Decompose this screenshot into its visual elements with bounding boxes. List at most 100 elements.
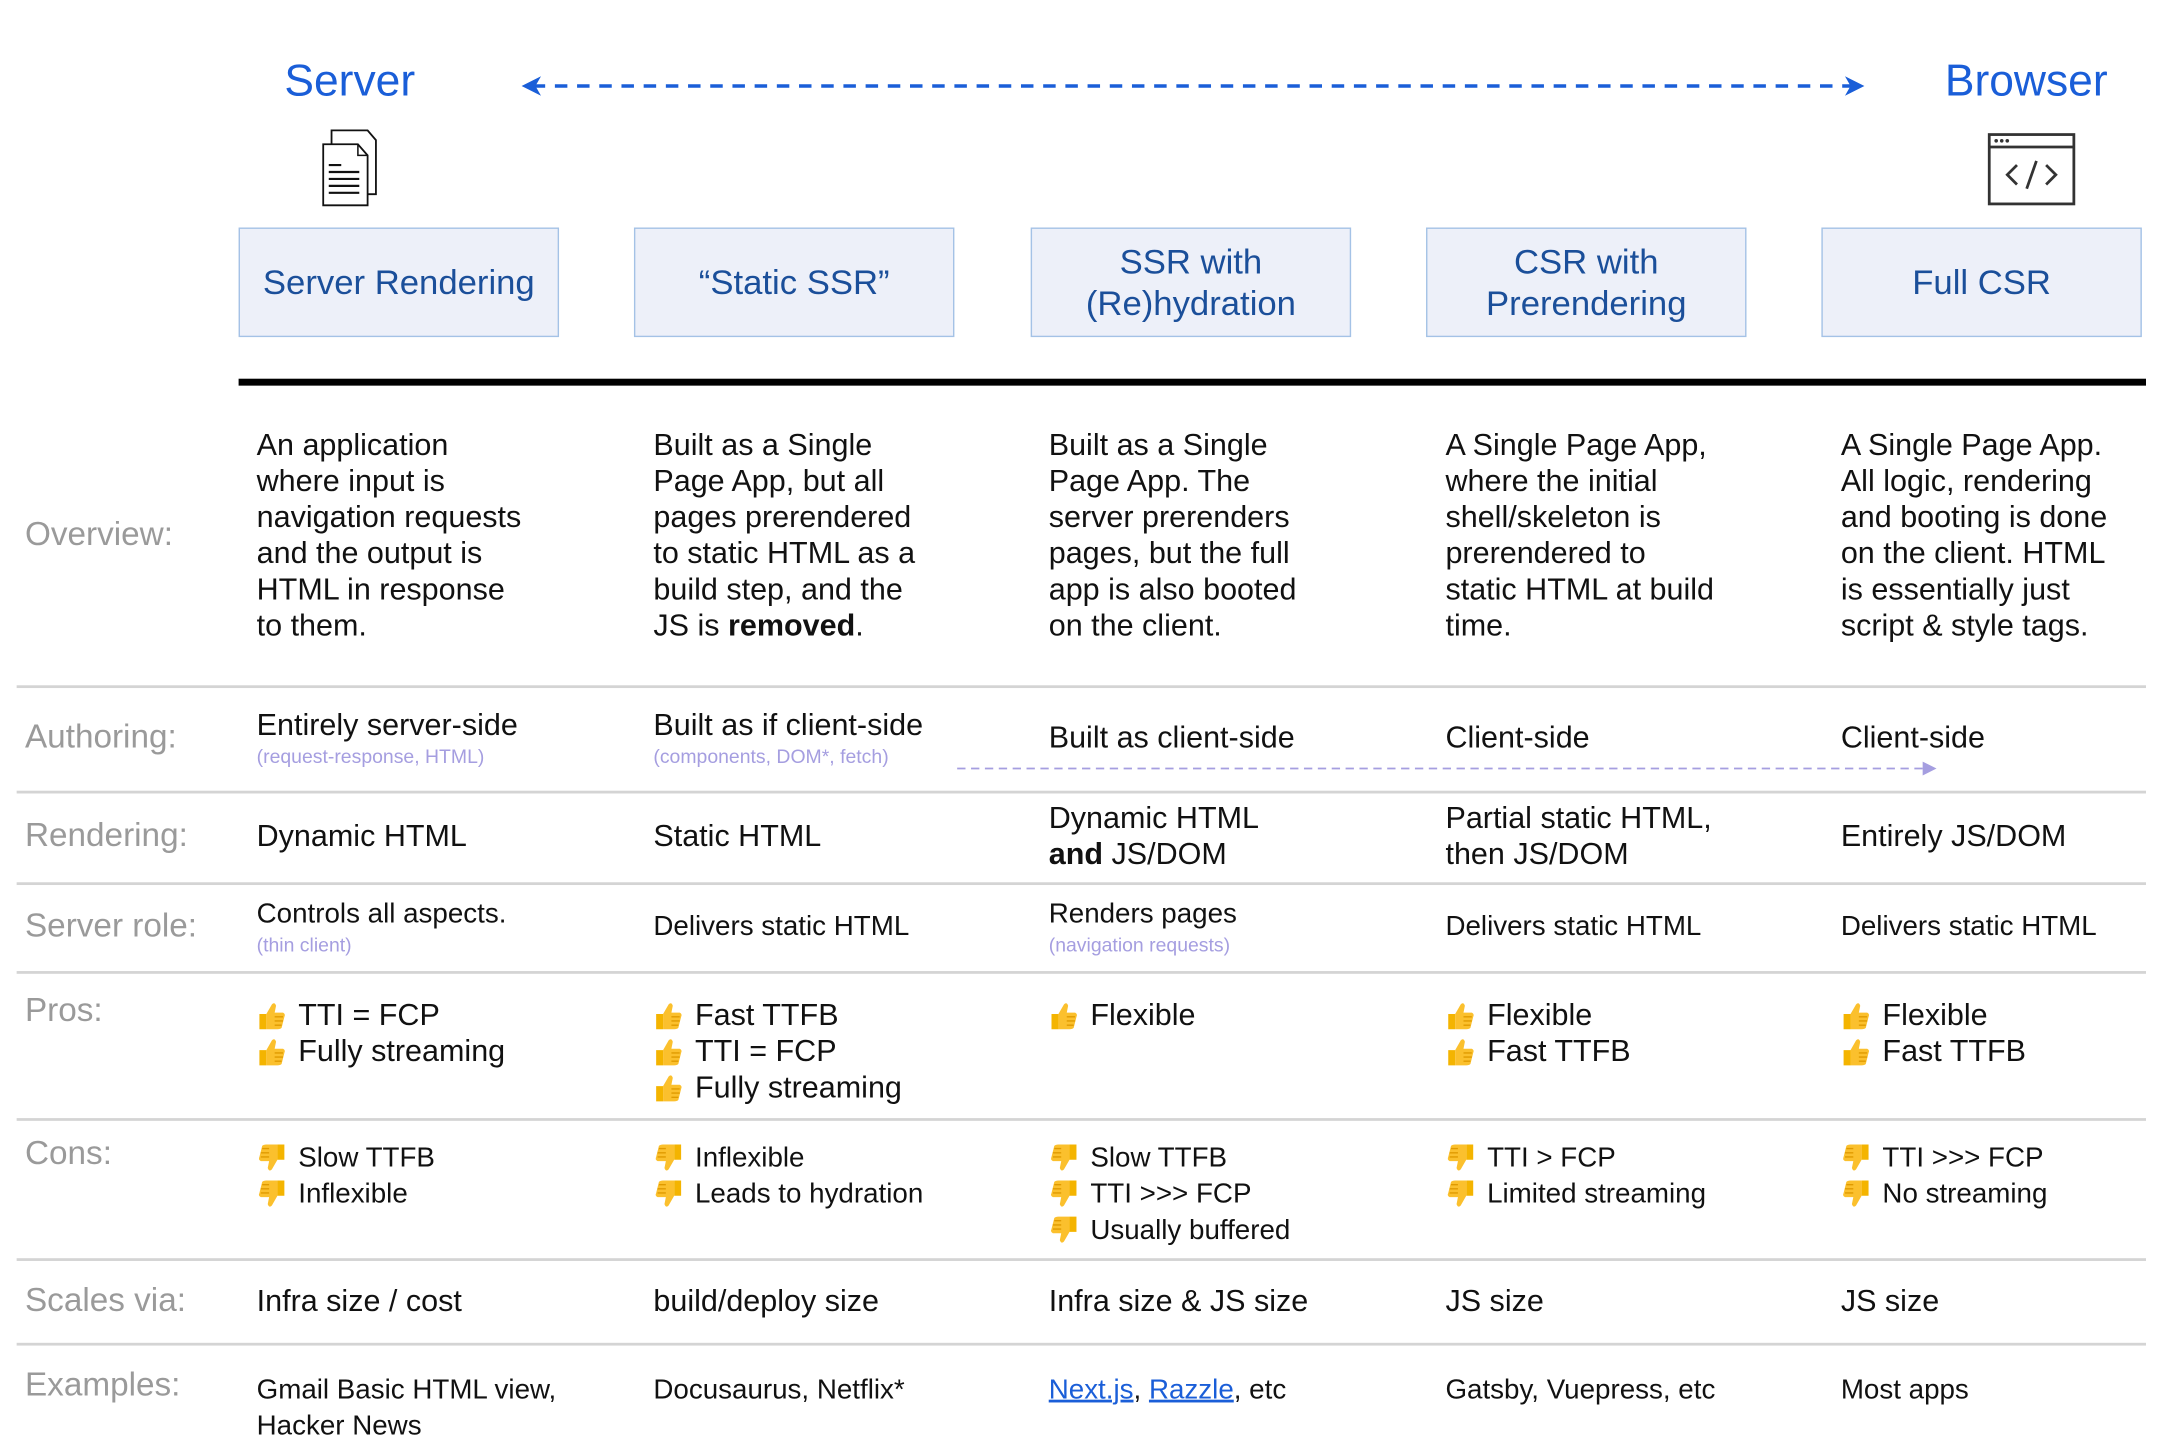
cell-line: navigation requests <box>256 499 522 535</box>
text-segment: JS is <box>653 607 728 643</box>
cell-line: script & style tags. <box>1840 607 2089 643</box>
cell-line: HTML in response <box>256 571 505 607</box>
cell-line: Client-side <box>1840 719 1985 755</box>
item-text: Fully streaming <box>298 1033 506 1069</box>
cell-line: where input is <box>256 463 445 499</box>
cell-line: and booting is done <box>1840 499 2108 535</box>
row-label: Rendering: <box>24 817 188 855</box>
item-text: Slow TTFB <box>298 1143 435 1174</box>
cell-line: Docusaurus, Netflix* <box>653 1374 905 1406</box>
row-divider <box>16 971 2146 974</box>
cell-line: Client-side <box>1445 719 1590 755</box>
cell-4: JS size <box>1841 1258 2164 1343</box>
cell-line: Entirely JS/DOM <box>1840 818 2067 854</box>
item-text: TTI >>> FCP <box>1882 1143 2044 1174</box>
server-title: Server <box>284 55 416 106</box>
cell-3: A Single Page App, where the initial shell… <box>1445 386 1833 686</box>
cell-line: and the output is <box>256 535 483 571</box>
text-segment: , <box>1133 1374 1149 1406</box>
cell-3: Delivers static HTML <box>1445 882 1833 971</box>
cell-line: on the client. HTML <box>1840 535 2106 571</box>
cell-2: Flexible <box>1049 971 1437 1118</box>
cell-0: Controls all aspects. (thin client) <box>257 882 645 971</box>
pro-item: Fully streaming <box>257 1033 645 1069</box>
column-header-4: Full CSR <box>1821 227 2142 338</box>
item-text: TTI = FCP <box>298 997 440 1033</box>
header-divider <box>238 378 2146 386</box>
row-divider <box>16 1258 2146 1261</box>
cell-1: Built as a Single Page App, but all pages … <box>653 386 1041 686</box>
cell-line: Static HTML <box>653 818 822 854</box>
cell-1: Fast TTFB TTI = FCP Fully streaming <box>653 971 1041 1118</box>
row-scalesvia: Scales via: Infra size / cost build/deploy… <box>0 1258 2164 1343</box>
cell-3: TTI > FCP Limited streaming <box>1445 1118 1833 1258</box>
row-divider <box>16 1342 2146 1346</box>
cell-line: server prerenders <box>1048 499 1290 535</box>
pro-item: Fast TTFB <box>653 997 1041 1033</box>
cell-3: Partial static HTML, then JS/DOM <box>1445 791 1833 883</box>
example-link[interactable]: Next.js <box>1048 1374 1134 1406</box>
row-label: Scales via: <box>24 1281 186 1319</box>
cell-3: JS size <box>1445 1258 1833 1343</box>
thumbs-down-icon <box>258 1144 285 1171</box>
cell-line: Delivers static HTML <box>653 911 910 942</box>
cell-line: build step, and the <box>653 571 903 607</box>
cell-line: JS size <box>1840 1282 1940 1318</box>
thumbs-up-icon <box>259 1003 285 1030</box>
con-item: Inflexible <box>257 1176 645 1212</box>
thumbs-down-icon <box>1051 1216 1077 1243</box>
cell-1: Docusaurus, Netflix* <box>653 1343 1041 1455</box>
row-overview: Overview: An application where input is nav… <box>0 386 2164 686</box>
item-text: Inflexible <box>298 1179 408 1210</box>
text-segment: , etc <box>1233 1374 1287 1406</box>
row-cons: Cons: Slow TTFB Inflexible Inflexible Leads … <box>0 1118 2164 1258</box>
item-text: Slow TTFB <box>1090 1143 1228 1174</box>
column-header-2: SSR with (Re)hydration <box>1030 227 1352 338</box>
cell-line: JS size <box>1445 1282 1544 1318</box>
row-label: Pros: <box>24 991 103 1030</box>
cell-line: time. <box>1445 607 1512 643</box>
cell-line: static HTML at build <box>1445 571 1715 607</box>
item-text: TTI > FCP <box>1487 1143 1616 1174</box>
item-text: TTI >>> FCP <box>1090 1179 1252 1210</box>
cell-line: Page App, but all <box>653 463 885 499</box>
client-side-continuation-arrow <box>957 761 1937 776</box>
cell-line: and JS/DOM <box>1049 836 1437 872</box>
column-header-1: “Static SSR” <box>633 227 955 338</box>
row-label: Examples: <box>24 1366 181 1404</box>
cell-line: Gatsby, Vuepress, etc <box>1445 1374 1716 1406</box>
cell-line: pages, but the full <box>1048 535 1290 571</box>
cell-note: (navigation requests) <box>1048 933 1231 956</box>
item-text: Fully streaming <box>694 1069 902 1105</box>
cell-0: Entirely server-side (request-response, H… <box>257 685 645 790</box>
item-text: Flexible <box>1487 997 1593 1033</box>
cell-3: Flexible Fast TTFB <box>1445 971 1833 1118</box>
cell-note: (thin client) <box>256 933 352 956</box>
cell-line: Dynamic HTML <box>256 818 467 854</box>
cell-line: All logic, rendering <box>1840 463 2092 499</box>
cell-2: Dynamic HTML and JS/DOM <box>1049 791 1437 883</box>
item-text: Flexible <box>1882 997 1988 1033</box>
con-item: TTI > FCP <box>1445 1140 1833 1176</box>
con-item: No streaming <box>1841 1176 2164 1212</box>
row-label: Cons: <box>24 1134 112 1173</box>
cell-4: A Single Page App. All logic, rendering an… <box>1841 386 2164 686</box>
cell-line: Built as a Single <box>1048 427 1268 462</box>
row-label: Overview: <box>24 516 173 554</box>
thumbs-down-icon <box>1447 1144 1474 1171</box>
example-link[interactable]: Razzle <box>1148 1374 1234 1406</box>
cell-2: Slow TTFB TTI >>> FCP Usually buffered <box>1049 1118 1437 1258</box>
cell-line: to static HTML as a <box>653 535 916 571</box>
cell-line: JS is removed. <box>653 608 1041 644</box>
cell-2: Built as a Single Page App. The server pre… <box>1049 386 1437 686</box>
item-text: Fast TTFB <box>1882 1033 2027 1069</box>
cell-line: then JS/DOM <box>1445 836 1629 872</box>
cell-line: Gmail Basic HTML view, <box>256 1374 557 1406</box>
bidirectional-arrow <box>521 76 1865 96</box>
cell-line: A Single Page App, <box>1445 427 1707 462</box>
con-item: TTI >>> FCP <box>1049 1176 1437 1212</box>
con-item: Limited streaming <box>1445 1176 1833 1212</box>
cell-line: app is also booted <box>1048 571 1297 607</box>
thumbs-up-icon <box>1843 1003 1870 1030</box>
cell-note: (components, DOM*, fetch) <box>653 744 889 768</box>
